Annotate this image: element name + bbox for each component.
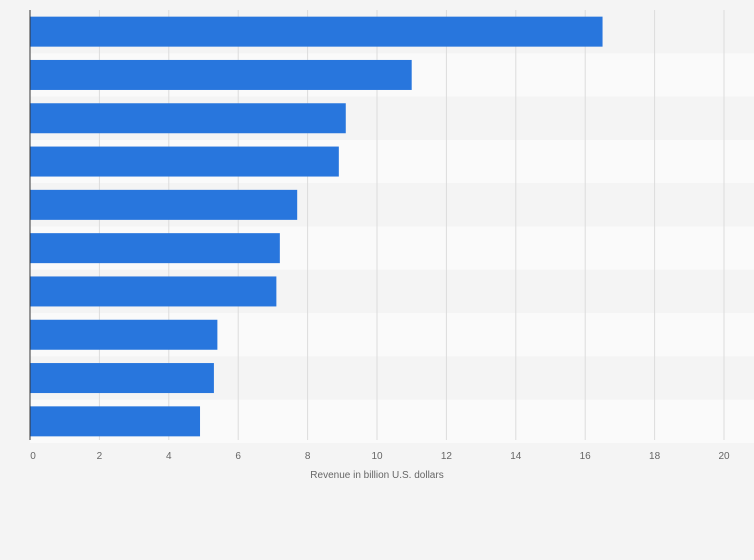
x-tick-label: 8 — [305, 451, 311, 462]
bar — [30, 233, 280, 264]
x-tick-label: 6 — [235, 451, 241, 462]
x-tick-label: 2 — [97, 451, 103, 462]
x-tick-label: 18 — [649, 451, 661, 462]
bar — [30, 103, 346, 134]
bar — [30, 146, 339, 177]
bar — [30, 16, 603, 47]
x-axis-ticks: 0 2 4 6 8 10 12 14 16 18 20 — [30, 451, 730, 462]
x-tick-label: 0 — [30, 451, 36, 462]
bar — [30, 59, 412, 90]
bars — [30, 16, 603, 437]
x-tick-label: 14 — [510, 451, 522, 462]
x-axis-title: Revenue in billion U.S. dollars — [310, 470, 443, 481]
x-tick-label: 16 — [580, 451, 592, 462]
bar — [30, 363, 214, 394]
x-tick-label: 12 — [441, 451, 453, 462]
bar — [30, 406, 201, 437]
bar — [30, 189, 298, 220]
x-tick-label: 4 — [166, 451, 172, 462]
x-tick-label: 10 — [371, 451, 383, 462]
bar — [30, 319, 218, 350]
bar — [30, 276, 277, 307]
x-tick-label: 20 — [718, 451, 730, 462]
